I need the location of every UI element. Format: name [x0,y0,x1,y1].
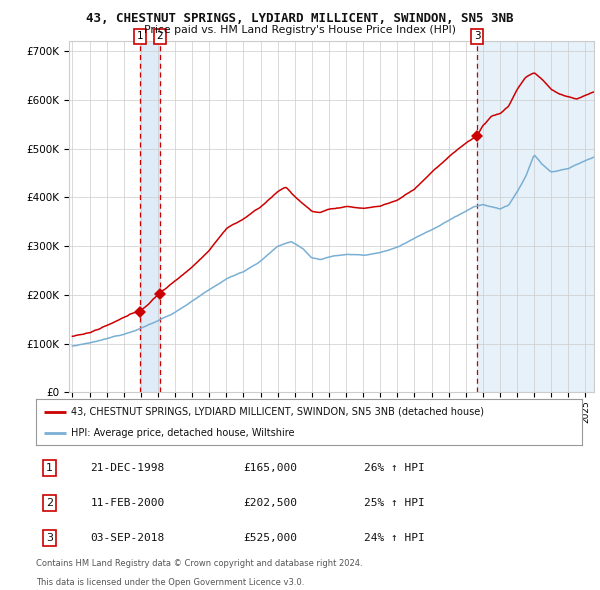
Text: 1: 1 [46,463,53,473]
Text: 03-SEP-2018: 03-SEP-2018 [91,533,165,543]
Text: 2: 2 [46,498,53,508]
Text: HPI: Average price, detached house, Wiltshire: HPI: Average price, detached house, Wilt… [71,428,295,438]
Text: £525,000: £525,000 [244,533,298,543]
Text: 2: 2 [157,31,163,41]
Text: This data is licensed under the Open Government Licence v3.0.: This data is licensed under the Open Gov… [36,578,304,587]
Text: 21-DEC-1998: 21-DEC-1998 [91,463,165,473]
Bar [477,41,600,392]
Text: 11-FEB-2000: 11-FEB-2000 [91,498,165,508]
Text: 1: 1 [137,31,143,41]
Text: 3: 3 [474,31,481,41]
Bar [140,41,160,392]
Text: 43, CHESTNUT SPRINGS, LYDIARD MILLICENT, SWINDON, SN5 3NB (detached house): 43, CHESTNUT SPRINGS, LYDIARD MILLICENT,… [71,407,484,417]
Text: 26% ↑ HPI: 26% ↑ HPI [364,463,424,473]
Text: 25% ↑ HPI: 25% ↑ HPI [364,498,424,508]
Text: Price paid vs. HM Land Registry's House Price Index (HPI): Price paid vs. HM Land Registry's House … [144,25,456,35]
Text: £165,000: £165,000 [244,463,298,473]
Text: £202,500: £202,500 [244,498,298,508]
Text: 3: 3 [46,533,53,543]
Text: 43, CHESTNUT SPRINGS, LYDIARD MILLICENT, SWINDON, SN5 3NB: 43, CHESTNUT SPRINGS, LYDIARD MILLICENT,… [86,12,514,25]
Text: Contains HM Land Registry data © Crown copyright and database right 2024.: Contains HM Land Registry data © Crown c… [36,559,362,568]
Text: 24% ↑ HPI: 24% ↑ HPI [364,533,424,543]
